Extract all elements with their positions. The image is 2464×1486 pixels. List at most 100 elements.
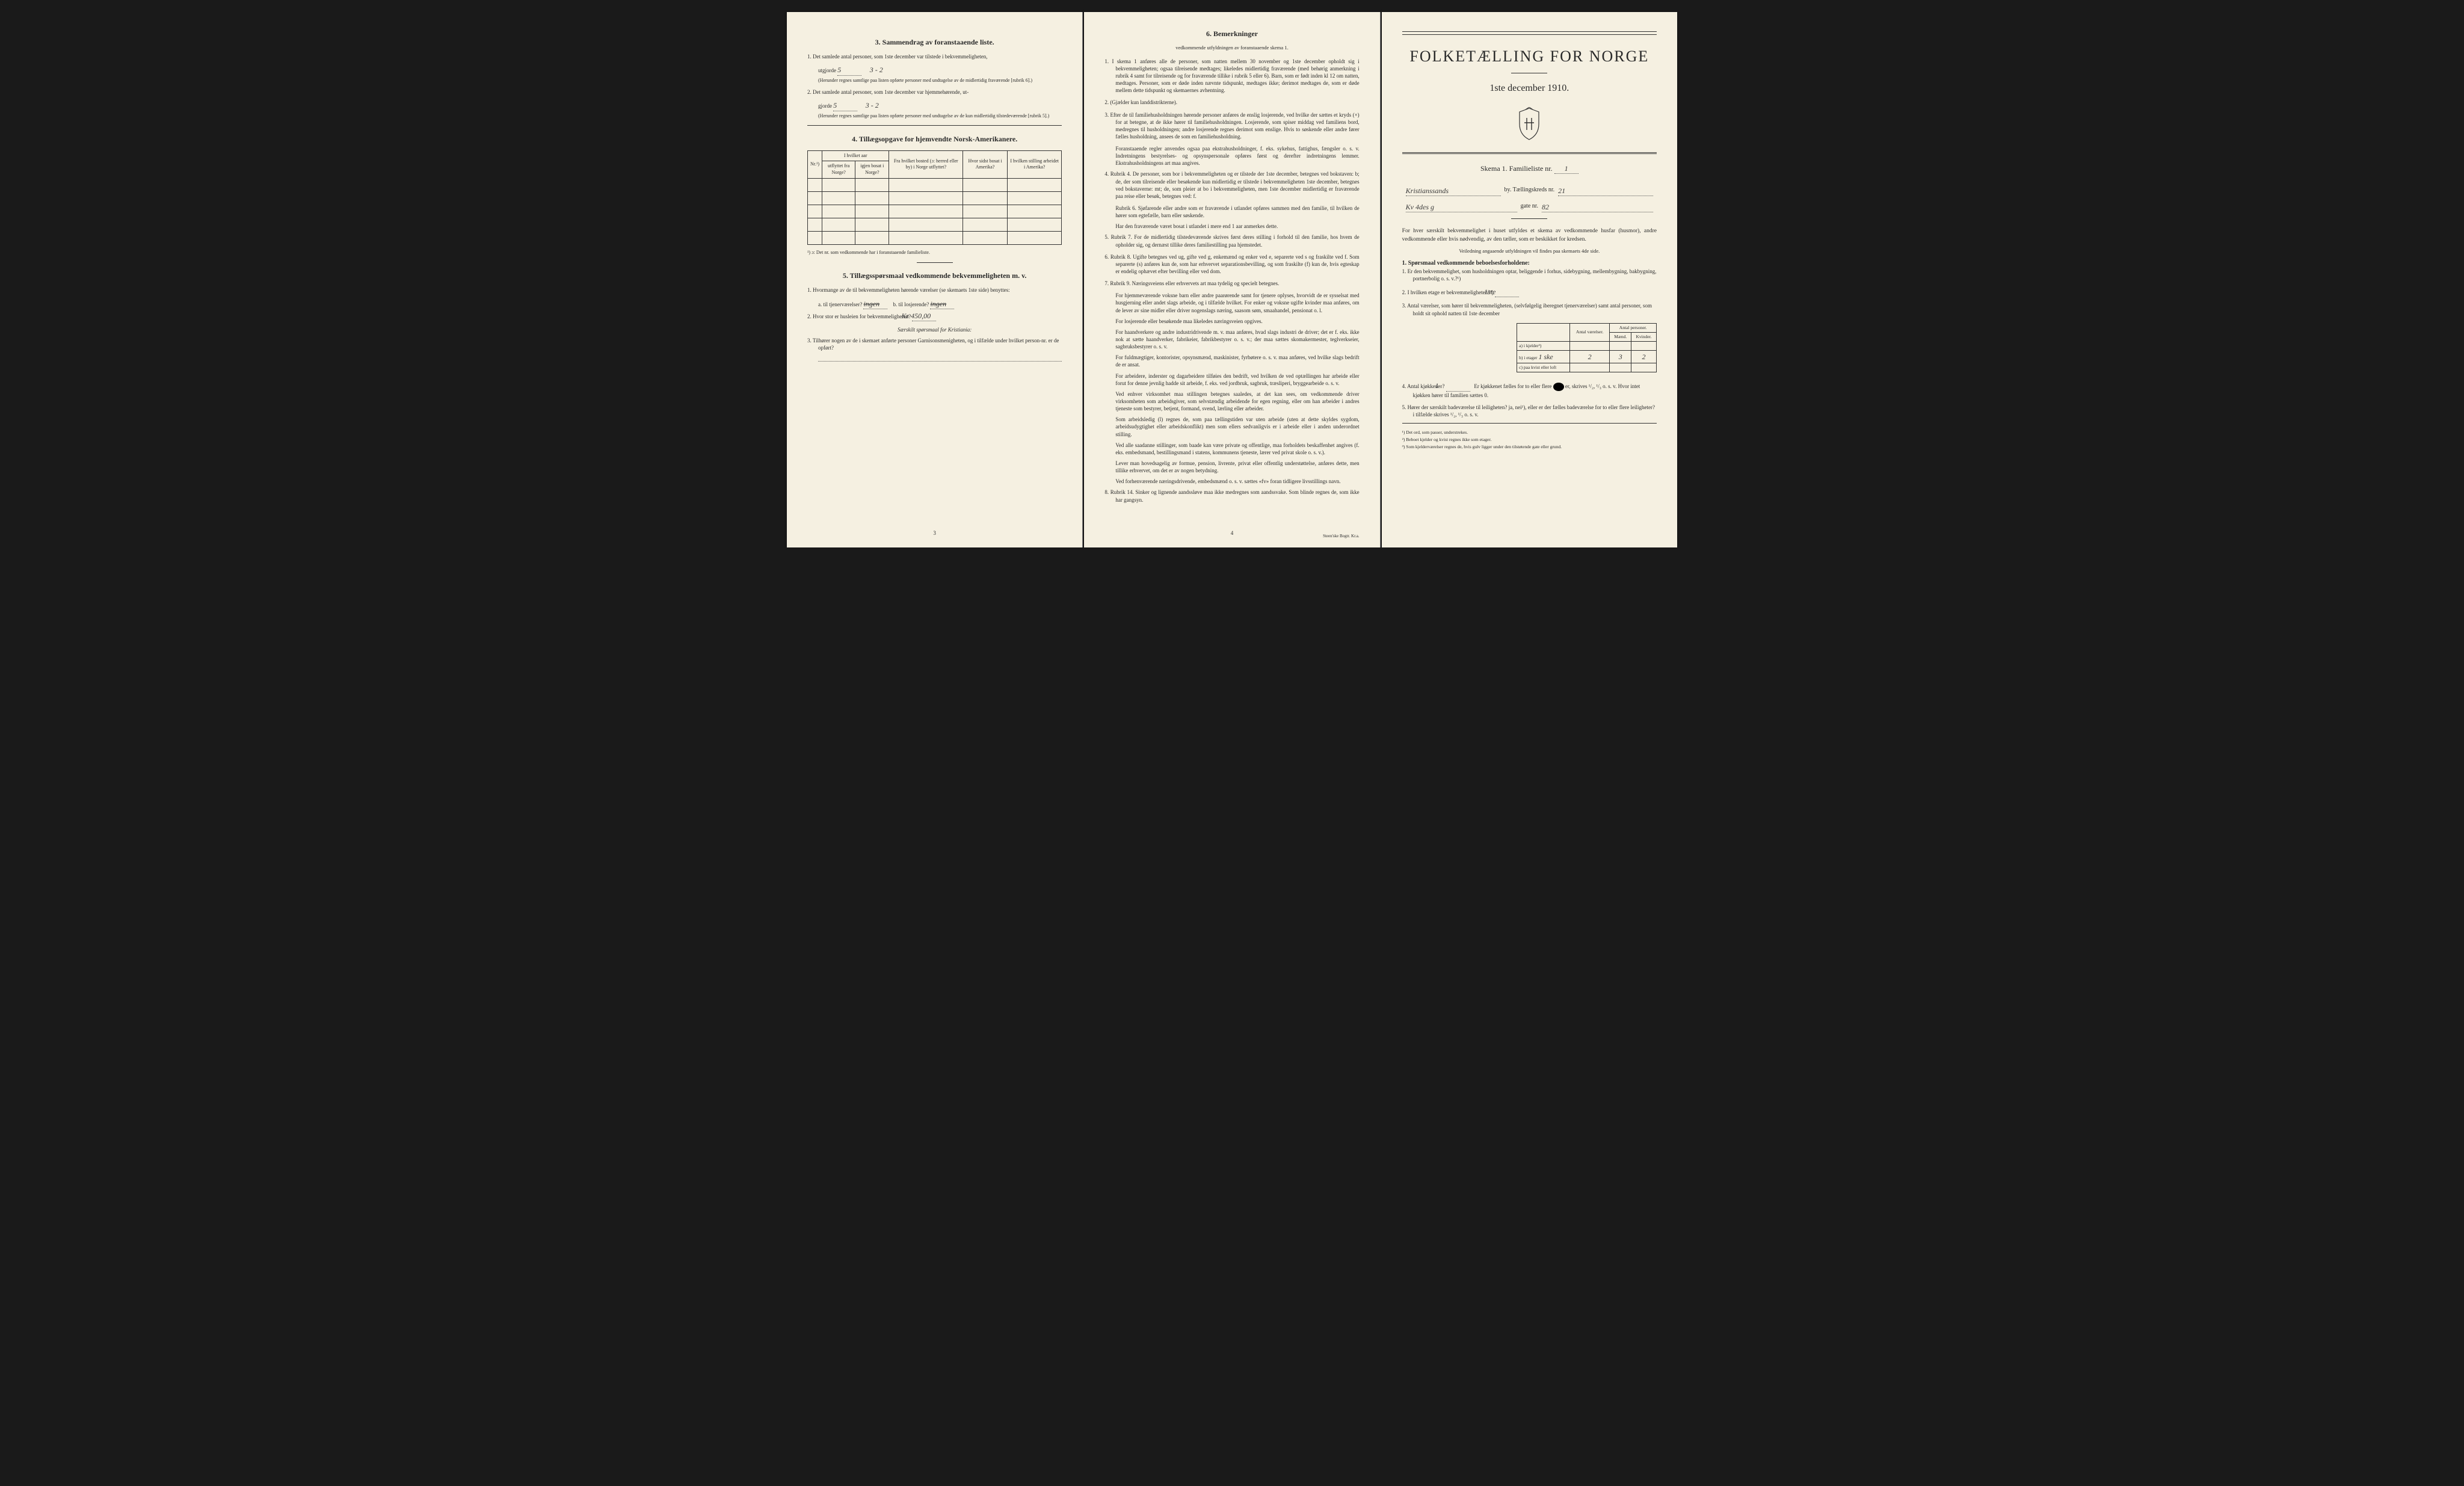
- th: I hvilket aar: [822, 150, 889, 161]
- q4: 4. Antal kjøkkener? 1 Er kjøkkenet fælle…: [1402, 381, 1657, 398]
- section-5-title: 5. Tillægsspørsmaal vedkommende bekvemme…: [807, 271, 1062, 281]
- footnote: ²) Beboet kjelder og kvist regnes ikke s…: [1402, 437, 1657, 443]
- th: igjen bosat i Norge?: [855, 161, 889, 179]
- intro2: Veiledning angaaende utfyldningen vil fi…: [1402, 248, 1657, 254]
- p2: 2. (Gjælder kun landdistrikterne).: [1104, 99, 1359, 106]
- text: by. Tællingskreds nr.: [1505, 186, 1555, 196]
- page-number: 3: [933, 529, 936, 537]
- sec3-item1-fill: utgjorde 5 3 - 2: [818, 65, 1062, 75]
- cell-val: 2: [1569, 351, 1610, 363]
- th: Fra hvilket bosted (ɔ: herred eller by) …: [889, 150, 963, 178]
- handwritten-value: 21: [1558, 186, 1653, 196]
- p7c: For losjerende eller besøkende maa likel…: [1115, 318, 1359, 325]
- sec5-q2: 2. Hvor stor er husleien for bekvemmelig…: [807, 311, 1062, 321]
- table-4: Nr.¹) I hvilket aar Fra hvilket bosted (…: [807, 150, 1062, 245]
- text: gjorde: [818, 103, 832, 109]
- q3: 3. Antal værelser, som hører til bekvemm…: [1402, 302, 1657, 316]
- coat-of-arms-icon: [1402, 107, 1657, 143]
- handwritten-value: 3 - 2: [866, 101, 879, 109]
- rule: [1402, 34, 1657, 35]
- text: Skema 1. Familieliste nr.: [1480, 164, 1553, 173]
- skema-line: Skema 1. Familieliste nr. 1: [1402, 164, 1657, 174]
- q1: 1. Er den bekvemmelighet, som husholdnin…: [1402, 268, 1657, 282]
- p7j: Lever man hovedsagelig av formue, pensio…: [1115, 460, 1359, 474]
- cell-val: 2: [1631, 351, 1657, 363]
- th: Antal værelser.: [1569, 323, 1610, 341]
- main-title: FOLKETÆLLING FOR NORGE: [1402, 46, 1657, 67]
- q2: 2. I hvilken etage er bekvemmeligheten?¹…: [1402, 287, 1657, 297]
- sec3-item1: 1. Det samlede antal personer, som 1ste …: [807, 53, 1062, 60]
- table-4-footnote: ¹) ɔ: Det nr. som vedkommende har i fora…: [807, 250, 1062, 256]
- p7g: Ved enhver virksomhet maa stillingen bet…: [1115, 390, 1359, 412]
- p3: 3. Efter de til familiehusholdningen hør…: [1104, 111, 1359, 141]
- th: Antal personer.: [1610, 323, 1657, 332]
- handwritten-value: Kristianssands: [1406, 186, 1501, 196]
- p7k: Ved forhenværende næringsdrivende, embed…: [1115, 478, 1359, 485]
- text: 2. Hvor stor er husleien for bekvemmelig…: [807, 313, 911, 319]
- sec5-q1-ab: a. til tjenerværelser? ingen b. til losj…: [818, 299, 1062, 309]
- footnote: ¹) Det ord, som passer, understrekes.: [1402, 430, 1657, 436]
- th: I hvilken stilling arbeidet i Amerika?: [1007, 150, 1061, 178]
- p5: 5. Rubrik 7. For de midlertidig tilstede…: [1104, 233, 1359, 248]
- page-title: FOLKETÆLLING FOR NORGE 1ste december 191…: [1382, 12, 1677, 547]
- section-4-title: 4. Tillægsopgave for hjemvendte Norsk-Am…: [807, 134, 1062, 144]
- handwritten-value: 1: [1446, 381, 1470, 391]
- p7b: For hjemmeværende voksne barn eller andr…: [1115, 292, 1359, 313]
- text: gate nr.: [1521, 202, 1538, 212]
- p7d: For haandverkere og andre industridriven…: [1115, 328, 1359, 350]
- p6: 6. Rubrik 8. Ugifte betegnes ved ug, gif…: [1104, 253, 1359, 275]
- handwritten-value: 1: [1554, 164, 1578, 174]
- handwritten-value: ingen: [863, 299, 887, 309]
- page-4: 6. Bemerkninger vedkommende utfyldningen…: [1084, 12, 1380, 547]
- divider: [1511, 218, 1547, 219]
- handwritten-value: Kr 450,00: [912, 311, 936, 321]
- handwritten-value: 1 ske: [1538, 353, 1553, 361]
- th: Kvinder.: [1631, 332, 1657, 341]
- footnote: ³) Som kjelderværelser regnes de, hvis g…: [1402, 444, 1657, 450]
- p8: 8. Rubrik 14. Sinker og lignende aandssl…: [1104, 489, 1359, 503]
- p7i: Ved alle saadanne stillinger, som baade …: [1115, 442, 1359, 456]
- p3b: Foranstaaende regler anvendes ogsaa paa …: [1115, 145, 1359, 167]
- p4: 4. Rubrik 4. De personer, som bor i bekv…: [1104, 170, 1359, 200]
- text: b) i etager: [1519, 355, 1537, 360]
- p7f: For arbeidere, inderster og dagarbeidere…: [1115, 372, 1359, 387]
- text: Er kjøkkenet fælles for to eller flere: [1474, 383, 1551, 389]
- row-b: b) i etager 1 ske: [1517, 351, 1570, 363]
- rooms-table: Antal værelser. Antal personer. Mænd. Kv…: [1517, 323, 1657, 373]
- section-3-title: 3. Sammendrag av foranstaaende liste.: [807, 37, 1062, 47]
- text: utgjorde: [818, 67, 836, 73]
- footnotes: ¹) Det ord, som passer, understrekes. ²)…: [1402, 430, 1657, 450]
- sec5-kra: Særskilt spørsmaal for Kristiania:: [807, 326, 1062, 333]
- sec5-q3: 3. Tilhører nogen av de i skemaet anført…: [807, 337, 1062, 351]
- table-4-body: [808, 179, 1062, 245]
- p7: 7. Rubrik 9. Næringsveiens eller erhverv…: [1104, 280, 1359, 287]
- q5: 5. Hører der særskilt badeværelse til le…: [1402, 404, 1657, 418]
- sec5-q1: 1. Hvormange av de til bekvemmeligheten …: [807, 286, 1062, 294]
- divider: [917, 262, 953, 263]
- ink-blot: [1553, 383, 1564, 391]
- sec3-item2-note: (Herunder regnes samtlige paa listen opf…: [818, 113, 1062, 120]
- p7e: For fuldmægtiger, kontorister, opsynsmæn…: [1115, 354, 1359, 368]
- row-a: a) i kjelder²): [1517, 341, 1570, 350]
- section-6-title: 6. Bemerkninger: [1104, 29, 1359, 39]
- rule: [1402, 31, 1657, 32]
- page-3: 3. Sammendrag av foranstaaende liste. 1.…: [787, 12, 1083, 547]
- p7h: Som arbeidsledig (l) regnes de, som paa …: [1115, 416, 1359, 437]
- handwritten-value: 5: [833, 100, 857, 111]
- text: a. til tjenerværelser?: [818, 301, 862, 307]
- q-head: 1. Spørsmaal vedkommende beboelsesforhol…: [1402, 259, 1657, 268]
- p4b: Rubrik 6. Sjøfarende eller andre som er …: [1115, 205, 1359, 219]
- rule: [1402, 423, 1657, 424]
- handwritten-value: 5: [837, 65, 861, 75]
- handwritten-value: 3 - 2: [870, 66, 883, 74]
- handwritten-value: Kv 4des g: [1406, 202, 1517, 212]
- by-row: Kristianssands by. Tællingskreds nr. 21: [1402, 186, 1657, 196]
- handwritten-value: ingen: [930, 299, 954, 309]
- text: 1. Det samlede antal personer, som 1ste …: [807, 54, 988, 60]
- section-6-sub: vedkommende utfyldningen av foranstaaend…: [1104, 45, 1359, 51]
- divider: [807, 125, 1062, 126]
- row-c: c) paa kvist eller loft: [1517, 363, 1570, 372]
- double-rule: [1402, 152, 1657, 154]
- p4c: Har den fraværende været bosat i utlande…: [1115, 223, 1359, 230]
- sec3-item1-note: (Herunder regnes samtlige paa listen opf…: [818, 78, 1062, 84]
